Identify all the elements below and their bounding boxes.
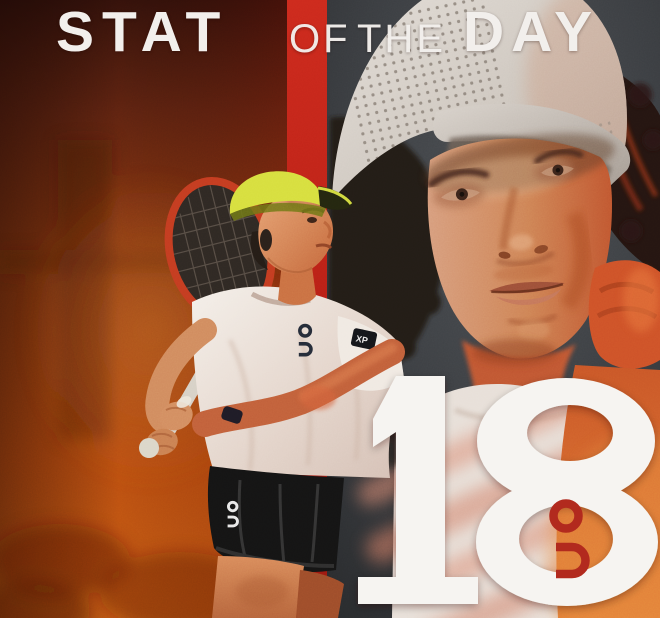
digit-1 bbox=[358, 376, 478, 604]
on-logo bbox=[549, 499, 590, 579]
on-logo-n bbox=[556, 542, 590, 579]
digit-8 bbox=[476, 378, 658, 606]
stat-value bbox=[358, 376, 658, 606]
on-logo-o bbox=[549, 499, 583, 533]
